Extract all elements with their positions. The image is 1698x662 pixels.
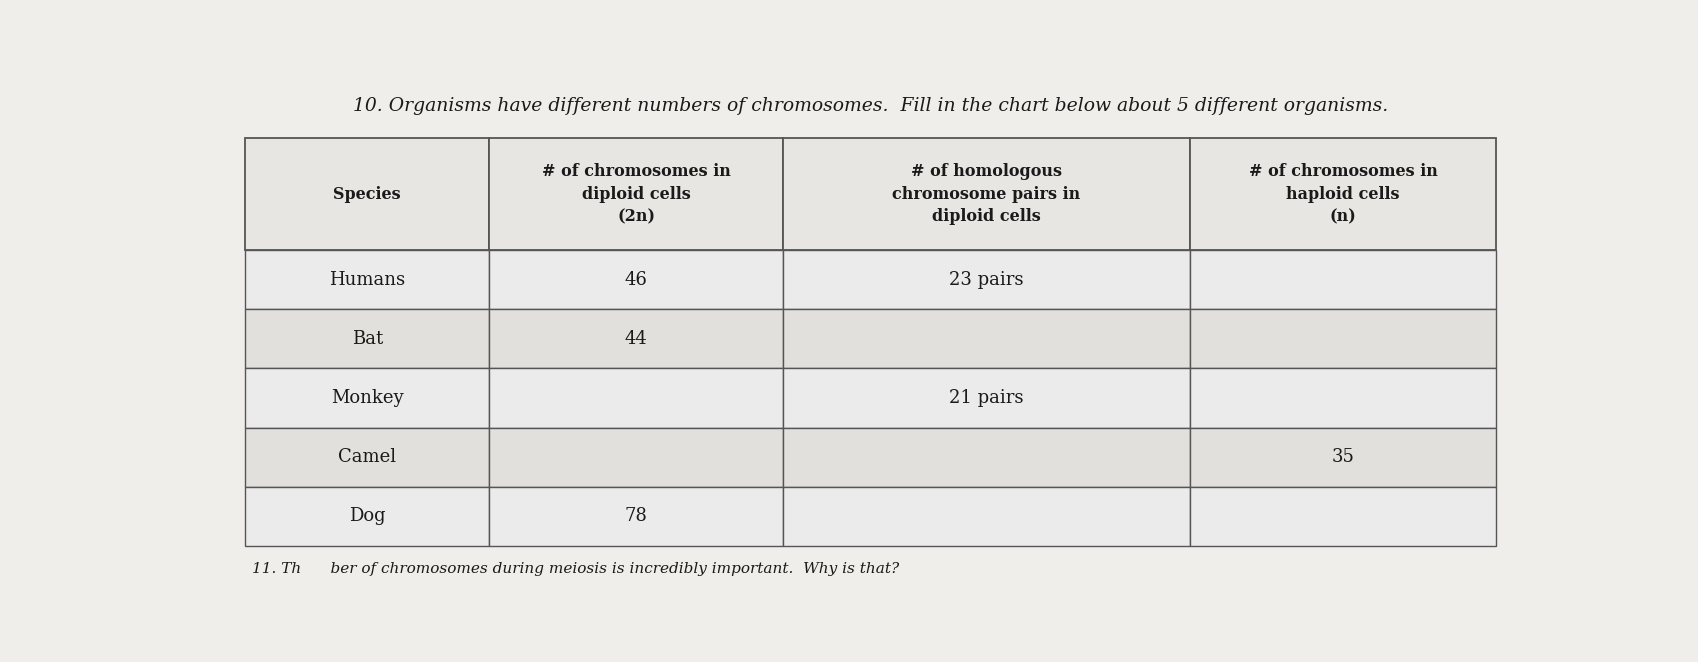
Bar xyxy=(1189,250,1496,309)
Text: 10. Organisms have different numbers of chromosomes.  Fill in the chart below ab: 10. Organisms have different numbers of … xyxy=(353,97,1387,115)
Text: Humans: Humans xyxy=(329,271,406,289)
Text: # of chromosomes in
haploid cells
(n): # of chromosomes in haploid cells (n) xyxy=(1248,163,1437,226)
Bar xyxy=(489,138,783,250)
Bar xyxy=(245,309,489,369)
Text: 23 pairs: 23 pairs xyxy=(949,271,1024,289)
Bar xyxy=(245,487,489,546)
Bar xyxy=(783,487,1189,546)
Text: # of homologous
chromosome pairs in
diploid cells: # of homologous chromosome pairs in dipl… xyxy=(891,163,1080,226)
Bar xyxy=(489,309,783,369)
Text: 21 pairs: 21 pairs xyxy=(949,389,1024,407)
Bar xyxy=(1189,428,1496,487)
Text: Monkey: Monkey xyxy=(331,389,404,407)
Bar xyxy=(489,250,783,309)
Text: 44: 44 xyxy=(625,330,647,348)
Bar xyxy=(783,428,1189,487)
Bar xyxy=(245,250,489,309)
Bar xyxy=(783,250,1189,309)
Bar xyxy=(783,309,1189,369)
Bar xyxy=(1189,369,1496,428)
Bar xyxy=(489,487,783,546)
Text: # of chromosomes in
diploid cells
(2n): # of chromosomes in diploid cells (2n) xyxy=(542,163,730,226)
Bar xyxy=(1189,138,1496,250)
Bar xyxy=(783,138,1189,250)
Bar xyxy=(489,369,783,428)
Bar xyxy=(245,428,489,487)
Text: Species: Species xyxy=(333,185,401,203)
Bar xyxy=(245,369,489,428)
Text: Camel: Camel xyxy=(338,448,396,466)
Bar xyxy=(1189,309,1496,369)
Text: 35: 35 xyxy=(1331,448,1353,466)
Text: 11. Th      ber of chromosomes during meiosis is incredibly important.  Why is t: 11. Th ber of chromosomes during meiosis… xyxy=(251,563,898,577)
Text: Bat: Bat xyxy=(351,330,382,348)
Text: 78: 78 xyxy=(625,507,647,525)
Text: Dog: Dog xyxy=(348,507,385,525)
Bar xyxy=(1189,487,1496,546)
Text: 46: 46 xyxy=(625,271,647,289)
Bar xyxy=(489,428,783,487)
Bar xyxy=(245,138,489,250)
Bar xyxy=(783,369,1189,428)
